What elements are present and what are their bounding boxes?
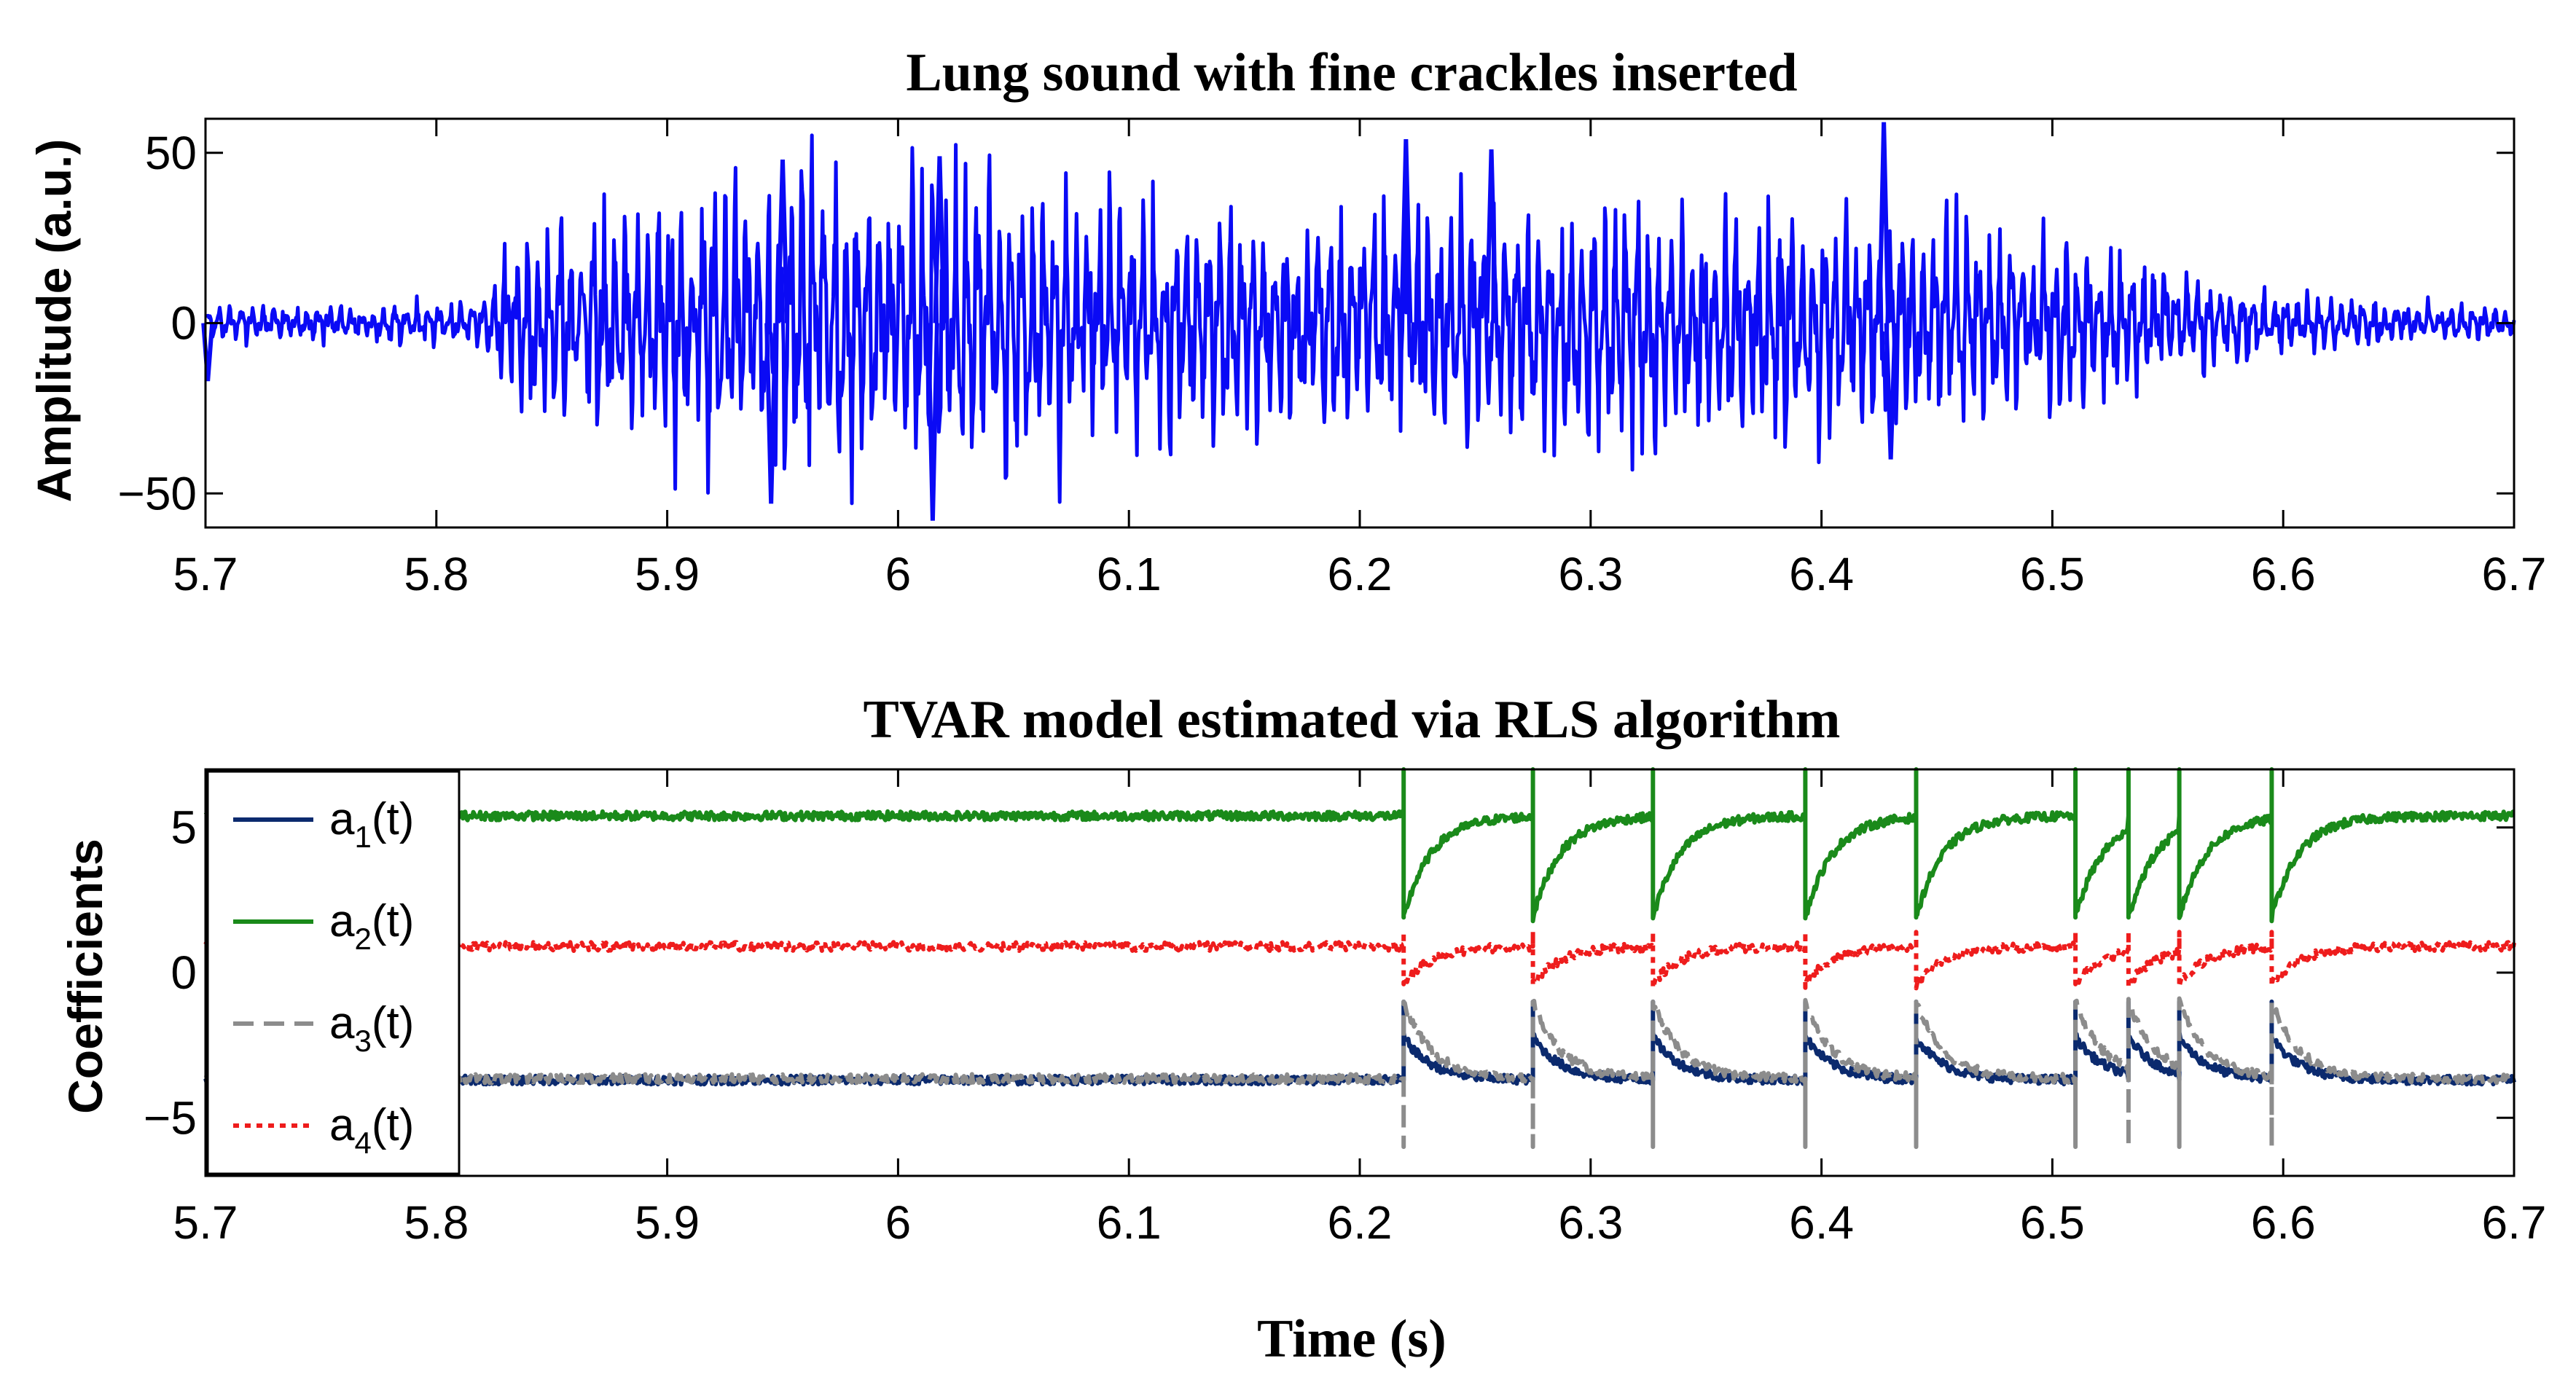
y-tick-label: 0 xyxy=(171,946,197,999)
crackle-spike xyxy=(764,323,778,504)
x-tick-label: 6.6 xyxy=(2251,1196,2316,1249)
crackle-spike xyxy=(1484,149,1498,323)
chart-top-ylabel: Amplitude (a.u.) xyxy=(27,139,81,503)
x-tick-label: 6.3 xyxy=(1558,1196,1623,1249)
y-tick-label: −5 xyxy=(144,1091,197,1144)
series-line-a4t xyxy=(203,930,2516,991)
chart-top-y-axis: 50 0 −50 xyxy=(117,127,2514,519)
y-tick-label: 50 xyxy=(145,127,197,179)
chart-bottom-title: TVAR model estimated via RLS algorithm xyxy=(864,690,1841,750)
x-tick-label: 5.9 xyxy=(635,1196,700,1249)
series-line-a2t xyxy=(203,767,2516,924)
y-tick-label: 5 xyxy=(171,801,197,854)
series-line-lung-sound xyxy=(204,133,2516,506)
legend-label-a3t: a3(t) xyxy=(329,998,414,1058)
x-tick-label: 6.6 xyxy=(2251,548,2316,600)
x-tick-label: 6.1 xyxy=(1097,1196,1162,1249)
legend-label-a1t: a1(t) xyxy=(329,794,414,854)
x-tick-label: 5.8 xyxy=(404,548,469,600)
x-tick-label: 6.5 xyxy=(2020,548,2085,600)
crackle-spike xyxy=(1884,323,1898,460)
x-tick-label: 5.9 xyxy=(635,548,700,600)
x-tick-label: 6.5 xyxy=(2020,1196,2085,1249)
chart-bottom-ylabel: Coefficients xyxy=(58,839,112,1114)
x-tick-label: 6.7 xyxy=(2482,548,2547,600)
legend-label-a4t: a4(t) xyxy=(329,1100,414,1160)
x-tick-label: 6.4 xyxy=(1789,1196,1854,1249)
x-tick-label: 5.8 xyxy=(404,1196,469,1249)
chart-top-title: Lung sound with fine crackles inserted xyxy=(906,43,1797,103)
x-tick-label: 6.1 xyxy=(1097,548,1162,600)
x-tick-label: 6.4 xyxy=(1789,548,1854,600)
x-tick-label: 5.7 xyxy=(173,548,238,600)
crackle-spike xyxy=(1877,122,1891,323)
x-tick-label: 6 xyxy=(885,1196,912,1249)
chart-bottom-x-axis: 5.7 5.8 5.9 6 6.1 6.2 6.3 6.4 6.5 6.6 6.7 xyxy=(173,769,2547,1249)
series-line-a3t xyxy=(203,996,2516,1150)
x-tick-label: 6.2 xyxy=(1328,1196,1393,1249)
chart-top: Lung sound with fine crackles inserted A… xyxy=(27,43,2546,600)
legend-label-a2t: a2(t) xyxy=(329,896,414,956)
crackle-spike xyxy=(925,323,939,521)
chart-bottom-plot-area xyxy=(203,767,2516,1150)
x-tick-label: 6.2 xyxy=(1328,548,1393,600)
chart-bottom: TVAR model estimated via RLS algorithm C… xyxy=(58,690,2546,1249)
chart-top-plot-area xyxy=(201,122,2516,521)
crackle-spike xyxy=(933,156,947,323)
crackle-spike xyxy=(776,160,789,323)
figure-xlabel: Time (s) xyxy=(1257,1309,1446,1369)
chart-top-x-axis: 5.7 5.8 5.9 6 6.1 6.2 6.3 6.4 6.5 6.6 6.7 xyxy=(173,119,2547,600)
x-tick-label: 5.7 xyxy=(173,1196,238,1249)
x-tick-label: 6 xyxy=(885,548,912,600)
chart-bottom-y-axis: 5 0 −5 xyxy=(144,801,2514,1144)
chart-bottom-legend: a1(t) a2(t) a3(t) a4(t) xyxy=(206,770,461,1175)
y-tick-label: 0 xyxy=(171,297,197,350)
x-tick-label: 6.7 xyxy=(2482,1196,2547,1249)
crackle-spike xyxy=(1399,138,1413,323)
y-tick-label: −50 xyxy=(117,467,197,519)
x-tick-label: 6.3 xyxy=(1558,548,1623,600)
